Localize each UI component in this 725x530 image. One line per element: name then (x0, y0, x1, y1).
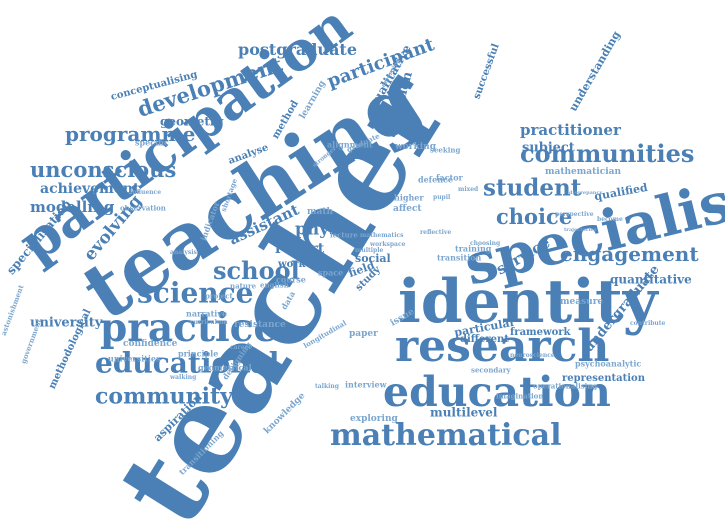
word-framework: framework (510, 327, 571, 338)
word-successful: successful (471, 42, 502, 101)
word-factor: factor (436, 172, 463, 183)
word-universities: universities (108, 353, 161, 364)
word-science: science (137, 276, 254, 310)
word-training: training (455, 243, 492, 254)
word-community: community (95, 383, 233, 410)
word-higher: higher (394, 192, 424, 203)
word-lecture: lecture (330, 230, 358, 240)
word-discrepancy: discrepancy (569, 190, 603, 196)
word-understanding: understanding (566, 28, 623, 114)
word-exploring: exploring (350, 413, 398, 424)
word-multilevel: multilevel (430, 405, 498, 420)
word-physic: physic (295, 219, 356, 240)
word-multiple: multiple (355, 247, 384, 255)
word-measure: measure (560, 296, 604, 307)
word-subject: subject (522, 140, 575, 156)
word-educational: educational (95, 346, 280, 380)
word-english: english (260, 280, 289, 290)
word-transition: transition (437, 252, 482, 263)
word-practice: practice (100, 304, 279, 351)
word-mathematician: mathematician (545, 166, 621, 177)
word-seeking: seeking (430, 145, 461, 155)
word-paper: paper (349, 328, 378, 339)
word-mathematical: mathematical (330, 418, 562, 453)
word-geometry: geometry (160, 114, 224, 129)
word-defence: defence (418, 174, 453, 185)
word-university: university (30, 315, 103, 331)
word-choice: choice (496, 204, 573, 230)
word-course: course (276, 274, 306, 285)
word-work: work (278, 259, 306, 270)
word-observation: observation (120, 203, 166, 213)
word-different: different (460, 334, 509, 345)
word-contribute: contribute (630, 320, 666, 328)
word-affect: affect (393, 203, 422, 214)
word-analysis: analysis (170, 249, 197, 257)
word-math: math (307, 206, 334, 217)
word-communities: communities (520, 138, 695, 168)
word-representation: representation (562, 373, 645, 384)
word-choosing: choosing (470, 240, 501, 248)
word-operationalising: operationalising (533, 381, 598, 391)
word-geometrical: geometrical (198, 362, 252, 373)
word-influence: influence (130, 189, 162, 197)
word-perspective: perspective (555, 211, 594, 219)
word-nature: nature (230, 281, 257, 291)
word-interview: interview (345, 379, 387, 390)
word-become: become (597, 216, 623, 224)
word-programme: programme (65, 122, 196, 146)
word-research: research (395, 320, 610, 372)
word-mixed: mixed (458, 186, 479, 194)
word-reflective: reflective (420, 229, 452, 237)
word-student: student (483, 174, 582, 202)
word-engagement: engagement (560, 242, 699, 266)
word-confidence: confidence (123, 338, 178, 349)
word-principle: principle (178, 348, 219, 359)
word-government: government (18, 317, 44, 365)
word-imagination: imagination (496, 391, 544, 401)
word-identity: identity (398, 267, 658, 337)
word-psychoanalytic: psychoanalytic (575, 358, 642, 369)
word-report: report (275, 240, 325, 257)
word-neuroscience: neuroscience (510, 352, 555, 360)
word-school: school (213, 255, 300, 285)
word-curriculum: curriculum (190, 319, 228, 327)
word-project: project (205, 291, 233, 301)
word-trajectories: trajectories (564, 227, 597, 233)
word-education: education (383, 368, 611, 417)
word-workspace: workspace (370, 241, 406, 249)
word-walking: walking (170, 374, 197, 382)
word-unconscious: unconscious (30, 157, 177, 183)
word-postgraduate: postgraduate (238, 40, 357, 60)
word-alignment: alignment (327, 139, 373, 150)
word-specific: specific (135, 137, 169, 148)
word-space: space (318, 267, 344, 278)
word-narrative: narrative (186, 308, 228, 319)
word-quantitative: quantitative (610, 272, 692, 287)
word-astonishment: astonishment (0, 283, 26, 337)
word-mathematics: mathematics (360, 232, 404, 240)
word-talking: talking (315, 383, 339, 391)
word-social: social (355, 252, 391, 266)
word-working: working (395, 141, 436, 152)
word-secondary: secondary (471, 365, 511, 375)
word-practitioner: practitioner (520, 121, 621, 139)
word-achievement: achievement (40, 180, 140, 197)
word-modelling: modelling (30, 198, 115, 216)
word-career: career (230, 344, 252, 352)
word-pupil: pupil (433, 194, 451, 202)
word-resistance: resistance (234, 319, 286, 330)
